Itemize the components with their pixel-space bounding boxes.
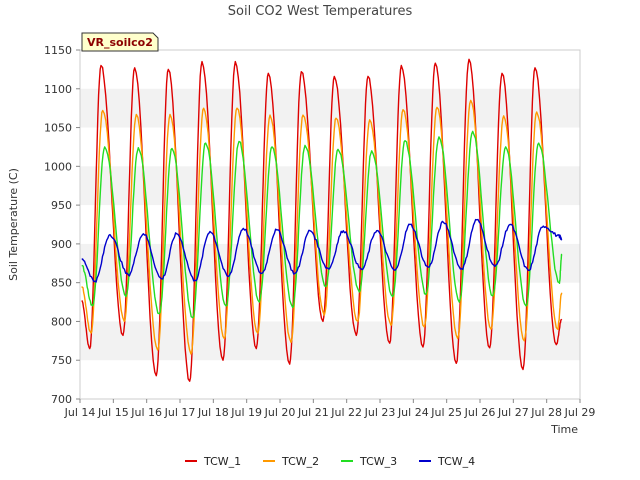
- chart-title: Soil CO2 West Temperatures: [228, 4, 413, 19]
- y-tick-label: 700: [51, 393, 72, 406]
- y-tick-label: 750: [51, 354, 72, 367]
- x-tick-label: Jul 19: [230, 406, 262, 419]
- y-axis: 700 750 800 850 900 950 1000 1050 1100 1150: [44, 44, 80, 406]
- y-tick-label: 1150: [44, 44, 72, 57]
- x-tick-label: Jul 17: [164, 406, 196, 419]
- legend-label: TCW_1: [203, 455, 241, 468]
- series-line-tcw_2: [81, 99, 563, 355]
- series-lines: [81, 58, 563, 382]
- x-tick-label: Jul 25: [430, 406, 462, 419]
- y-tick-label: 1100: [44, 83, 72, 96]
- x-tick-label: Jul 18: [197, 406, 229, 419]
- x-axis-label: Time: [550, 423, 578, 436]
- y-tick-label: 950: [51, 199, 72, 212]
- x-tick-label: Jul 16: [130, 406, 162, 419]
- x-tick-label: Jul 21: [297, 406, 329, 419]
- badge-label: VR_soilco2: [87, 36, 153, 49]
- x-tick-label: Jul 29: [564, 406, 596, 419]
- series-line-tcw_3: [81, 130, 563, 319]
- x-tick-label: Jul 27: [497, 406, 529, 419]
- x-axis: Jul 14 Jul 15 Jul 16 Jul 17 Jul 18 Jul 19 Jul …: [64, 399, 596, 419]
- y-tick-label: 1050: [44, 122, 72, 135]
- x-tick-label: Jul 14: [64, 406, 96, 419]
- site-badge: VR_soilco2: [81, 32, 159, 52]
- legend-label: TCW_4: [437, 455, 475, 468]
- x-tick-label: Jul 15: [97, 406, 129, 419]
- x-tick-label: Jul 24: [397, 406, 429, 419]
- plot-area: [79, 49, 581, 400]
- legend-label: TCW_3: [359, 455, 397, 468]
- badge-box: [81, 32, 159, 52]
- series-line-tcw_1: [81, 58, 563, 382]
- legend-label: TCW_2: [281, 455, 319, 468]
- x-tick-label: Jul 23: [364, 406, 396, 419]
- grid-band: [80, 321, 580, 361]
- x-tick-label: Jul 28: [530, 406, 562, 419]
- x-tick-label: Jul 20: [264, 406, 296, 419]
- y-tick-label: 850: [51, 277, 72, 290]
- grid-band: [80, 88, 580, 128]
- legend: TCW_1 TCW_2 TCW_3 TCW_4: [185, 455, 475, 468]
- y-axis-label: Soil Temperature (C): [7, 168, 20, 281]
- x-tick-label: Jul 26: [464, 406, 496, 419]
- x-tick-label: Jul 22: [330, 406, 362, 419]
- y-tick-label: 1000: [44, 160, 72, 173]
- y-tick-label: 800: [51, 315, 72, 328]
- series-line-tcw_4: [81, 218, 563, 283]
- y-tick-label: 900: [51, 238, 72, 251]
